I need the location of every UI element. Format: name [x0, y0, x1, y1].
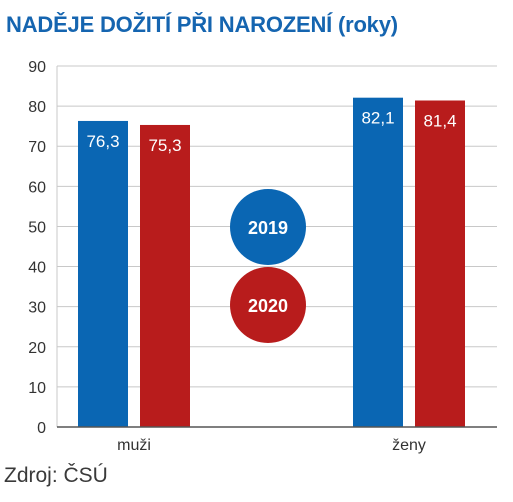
bar-2020-0	[140, 124, 190, 428]
bar-data-label: 82,1	[361, 109, 394, 128]
bar-data-label: 75,3	[148, 136, 181, 155]
bar-data-label: 81,4	[423, 111, 456, 130]
y-tick-label: 20	[28, 340, 46, 357]
legend-label: 2019	[248, 218, 288, 238]
legend: 2019 2020	[230, 189, 306, 343]
chart-title: NADĚJE DOŽITÍ PŘI NAROZENÍ (roky)	[6, 12, 398, 37]
y-tick-label: 40	[28, 260, 46, 277]
y-tick-label: 30	[28, 300, 46, 317]
category-label: muži	[117, 437, 151, 454]
legend-marker-2019	[230, 189, 306, 265]
category-labels: muži ženy	[117, 437, 426, 454]
bar-data-labels: 76,3 75,3 82,1 81,4	[86, 109, 456, 155]
bar-data-label: 76,3	[86, 132, 119, 151]
y-tick-label: 80	[28, 99, 46, 116]
y-tick-label: 70	[28, 139, 46, 156]
y-tick-label: 50	[28, 219, 46, 236]
bar-2020-1	[415, 100, 465, 428]
y-axis-tick-labels: 0 10 20 30 40 50 60 70 80 90	[28, 59, 46, 437]
bar-2019-1	[353, 97, 403, 427]
bars	[78, 97, 465, 428]
source-note: Zdroj: ČSÚ	[4, 464, 108, 487]
bar-2019-0	[78, 120, 128, 428]
legend-label: 2020	[248, 296, 288, 316]
y-tick-label: 90	[28, 59, 46, 76]
legend-marker-2020	[230, 267, 306, 343]
bar-chart: 0 10 20 30 40 50 60 70 80 90 76,3 75,3 82,1 81,4 muž…	[28, 59, 497, 454]
y-tick-label: 60	[28, 179, 46, 196]
y-tick-label: 0	[37, 420, 46, 437]
category-label: ženy	[392, 437, 426, 454]
y-tick-label: 10	[28, 380, 46, 397]
